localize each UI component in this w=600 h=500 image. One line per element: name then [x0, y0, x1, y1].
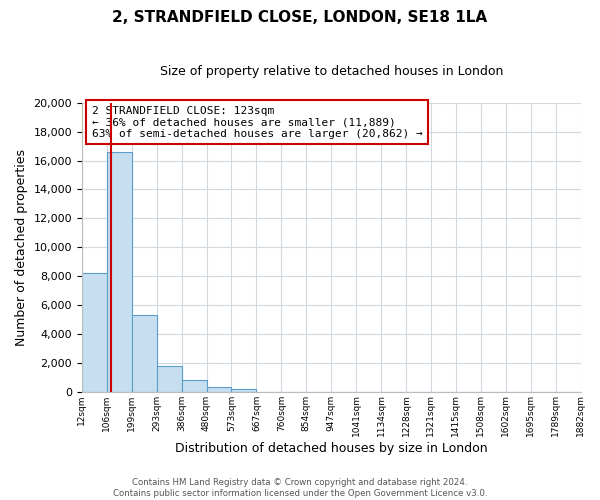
Bar: [182, 380, 206, 392]
Bar: [107, 152, 132, 392]
Bar: [206, 387, 232, 392]
Title: Size of property relative to detached houses in London: Size of property relative to detached ho…: [160, 65, 503, 78]
Y-axis label: Number of detached properties: Number of detached properties: [15, 148, 28, 346]
Text: 2, STRANDFIELD CLOSE, LONDON, SE18 1LA: 2, STRANDFIELD CLOSE, LONDON, SE18 1LA: [112, 10, 488, 25]
Text: 2 STRANDFIELD CLOSE: 123sqm
← 36% of detached houses are smaller (11,889)
63% of: 2 STRANDFIELD CLOSE: 123sqm ← 36% of det…: [92, 106, 422, 139]
Bar: [132, 315, 157, 392]
Text: Contains HM Land Registry data © Crown copyright and database right 2024.
Contai: Contains HM Land Registry data © Crown c…: [113, 478, 487, 498]
Bar: [232, 388, 256, 392]
X-axis label: Distribution of detached houses by size in London: Distribution of detached houses by size …: [175, 442, 488, 455]
Bar: [82, 273, 107, 392]
Bar: [157, 366, 182, 392]
